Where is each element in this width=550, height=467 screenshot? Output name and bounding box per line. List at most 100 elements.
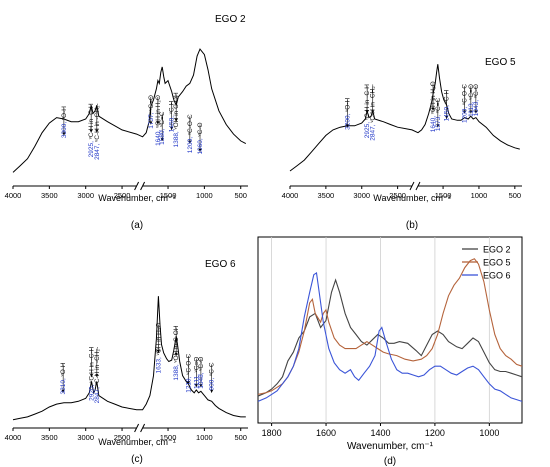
panel-d-x-axis: 1800 1600 1400 1200 1000 [262,423,499,438]
peak-marker-arrow [186,381,191,385]
x-tick-label: 4000 [5,191,22,200]
axis-break-mark [140,181,146,191]
peak-label: 2925, ᵛC-H in -C-H [88,103,95,157]
x-tick-label: 3000 [77,433,94,442]
x-tick-label: 1500 [160,433,177,442]
peak-label: 1111, ᵛC=O [193,357,200,389]
peak-marker-arrow [371,110,375,114]
panel-c-x-axis: 4000 3500 3000 2500 1500 1000 500 [5,423,248,442]
peak-label: 2847, ᵛC-H in -CH₂- [370,84,377,141]
peak-marker-arrow [89,129,93,133]
x-tick-label: 3500 [318,191,335,200]
panel-b: 4000 3500 3000 2500 1500 1000 500 3200, ᵛO-H 29… [282,57,522,231]
peak-label: 1640, ᵛOH in H₂O [155,95,162,146]
peak-marker-arrow [149,121,153,125]
peak-marker-arrow [188,140,192,144]
peak-label: 3200, ᵛO-H [344,98,351,130]
peak-marker-arrow [89,374,94,378]
peak-label: 1573, ᵛC=C [435,98,442,132]
peak-label: 1113, ᵛC=O [468,84,475,117]
peak-marker-arrow [95,129,99,133]
x-tick-label: 1000 [479,428,499,438]
peak-label: 2920, ᵛC-H in -C-H [89,346,96,400]
peak-label: 900, ᵛC-C [209,362,216,390]
panel-c-spectrum-line [12,296,246,421]
x-tick-label: 500 [509,191,522,200]
panel-a-spectrum-line [12,48,247,173]
panel-a-title: EGO 2 [215,14,246,25]
peak-label: 3310, ᵛO-H [60,362,67,394]
peak-marker-arrow [95,374,99,378]
x-tick-label: 3500 [41,191,58,200]
peak-marker-arrow [431,107,435,111]
x-tick-label: 1000 [196,191,213,200]
peak-marker-arrow [436,124,440,128]
x-tick-label: 2500 [389,191,406,200]
panel-a: 4000 3500 3000 2500 1500 1000 500 3300, ᵛO-H 29… [5,14,248,231]
peak-label: 1450, ᵛC-H [169,100,176,132]
panel-d-legend: EGO 2 EGO 5 EGO 6 [462,245,511,281]
peak-marker-arrow [445,115,449,119]
peak-label: 1388, ᵛOH in C-OH [173,325,180,381]
peak-marker-arrow [174,352,178,356]
peak-label: 3300, ᵛO-H [61,106,68,138]
x-tick-label: 3000 [77,191,94,200]
peak-label: 1200, ᵛC-O-C [462,84,469,123]
panel-c-title: EGO 6 [205,259,236,270]
panel-d-frame [257,236,523,424]
peak-marker-arrow [61,389,65,393]
panel-b-spectrum-line [289,64,520,172]
legend-label: EGO 5 [483,258,511,268]
x-tick-label: 3000 [353,191,370,200]
peak-label: 1048, ᵛC-O [198,357,205,389]
x-tick-label: 500 [234,433,247,442]
peak-label: 1450, ᵛC-H [444,89,451,121]
peak-label: 2925, ᵛC-H in -C-H [364,84,371,138]
panel-c: 4000 3500 3000 2500 1500 1000 500 3310, ᵛO-H 29… [5,259,248,465]
peak-marker-arrow [62,132,66,136]
panel-b-title: EGO 5 [485,57,516,68]
peak-marker-arrow [160,137,164,141]
x-tick-label: 3500 [41,433,58,442]
peak-label: 1200, ᵛC-O-C [187,114,194,153]
legend-label: EGO 6 [483,271,511,281]
peak-label: 1633, ᵛOH in H₂O [155,323,162,374]
x-tick-label: 1000 [196,433,213,442]
peak-marker-arrow [365,110,369,114]
peak-marker-arrow [174,118,178,122]
peak-label: 2847, ᵛC-H in -CH₂- [94,103,101,160]
axis-break-mark [134,181,140,191]
peak-marker-arrow [198,148,202,152]
x-tick-label: 2500 [114,191,131,200]
panel-c-xlabel: Wavenumber, cm⁻¹ [98,437,175,447]
panel-b-x-axis: 4000 3500 3000 2500 1500 1000 500 [282,181,522,200]
series-line [257,271,523,402]
panel-c-caption: (c) [131,454,143,465]
legend-label: EGO 2 [483,245,511,255]
peak-marker-arrow [474,110,478,114]
peak-marker-arrow [345,124,349,128]
peak-marker-arrow [194,384,198,388]
x-tick-label: 4000 [5,433,22,442]
axis-break-mark [140,423,146,433]
axis-break-mark [415,181,421,191]
peak-label: 1640, ᵛOH in H₂O [430,81,437,132]
peak-label: 1737, ᵛC=O [148,95,155,129]
peak-marker-arrow [210,389,214,393]
panel-d-caption: (d) [384,456,396,467]
x-tick-label: 1600 [316,428,336,438]
x-tick-label: 4000 [282,191,299,200]
x-tick-label: 1000 [471,191,488,200]
peak-label: 1388, ᵛOH in C-OH [173,92,180,148]
axis-break-mark [409,181,415,191]
panel-d-xlabel: Wavenumber, cm⁻¹ [347,441,434,452]
peak-label: 2847, ᵛC-H in -CH₂- [94,347,101,404]
x-tick-label: 2500 [114,433,131,442]
series-line [257,278,523,397]
peak-label: 1580, ᵛC=C [159,111,166,145]
x-tick-label: 500 [234,191,247,200]
x-tick-label: 1500 [435,191,452,200]
